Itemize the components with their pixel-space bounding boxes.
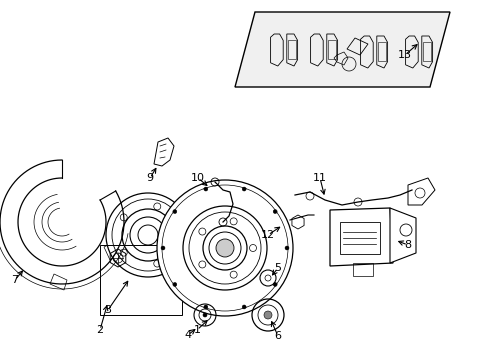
Text: 13: 13 [397,50,411,60]
Circle shape [285,246,288,250]
Polygon shape [389,208,415,263]
Bar [422,42,430,61]
Circle shape [106,193,190,277]
Circle shape [161,246,164,250]
Circle shape [273,283,277,287]
Text: 4: 4 [184,330,191,340]
Text: 10: 10 [191,173,204,183]
Text: 7: 7 [11,275,19,285]
Circle shape [203,187,207,191]
Text: 6: 6 [274,331,281,341]
Bar [327,40,335,59]
Circle shape [183,206,266,290]
Text: 9: 9 [146,173,153,183]
Circle shape [203,226,246,270]
Bar [287,40,295,59]
Circle shape [273,210,277,213]
Text: 12: 12 [261,230,274,240]
Circle shape [203,313,206,317]
Text: 2: 2 [96,325,103,335]
Circle shape [157,180,292,316]
Text: 5: 5 [274,263,281,273]
Circle shape [264,311,271,319]
Circle shape [242,187,245,191]
Polygon shape [407,178,434,205]
Circle shape [172,283,177,287]
Text: 8: 8 [404,240,411,250]
Circle shape [203,305,207,309]
Text: 11: 11 [312,173,326,183]
Bar [100,245,182,315]
Text: 3: 3 [104,305,111,315]
Circle shape [242,305,245,309]
Polygon shape [329,208,392,266]
Bar [377,42,385,61]
Circle shape [172,210,177,213]
Polygon shape [235,12,449,87]
Circle shape [216,239,234,257]
Text: 1: 1 [193,325,200,335]
Bar [339,222,379,254]
